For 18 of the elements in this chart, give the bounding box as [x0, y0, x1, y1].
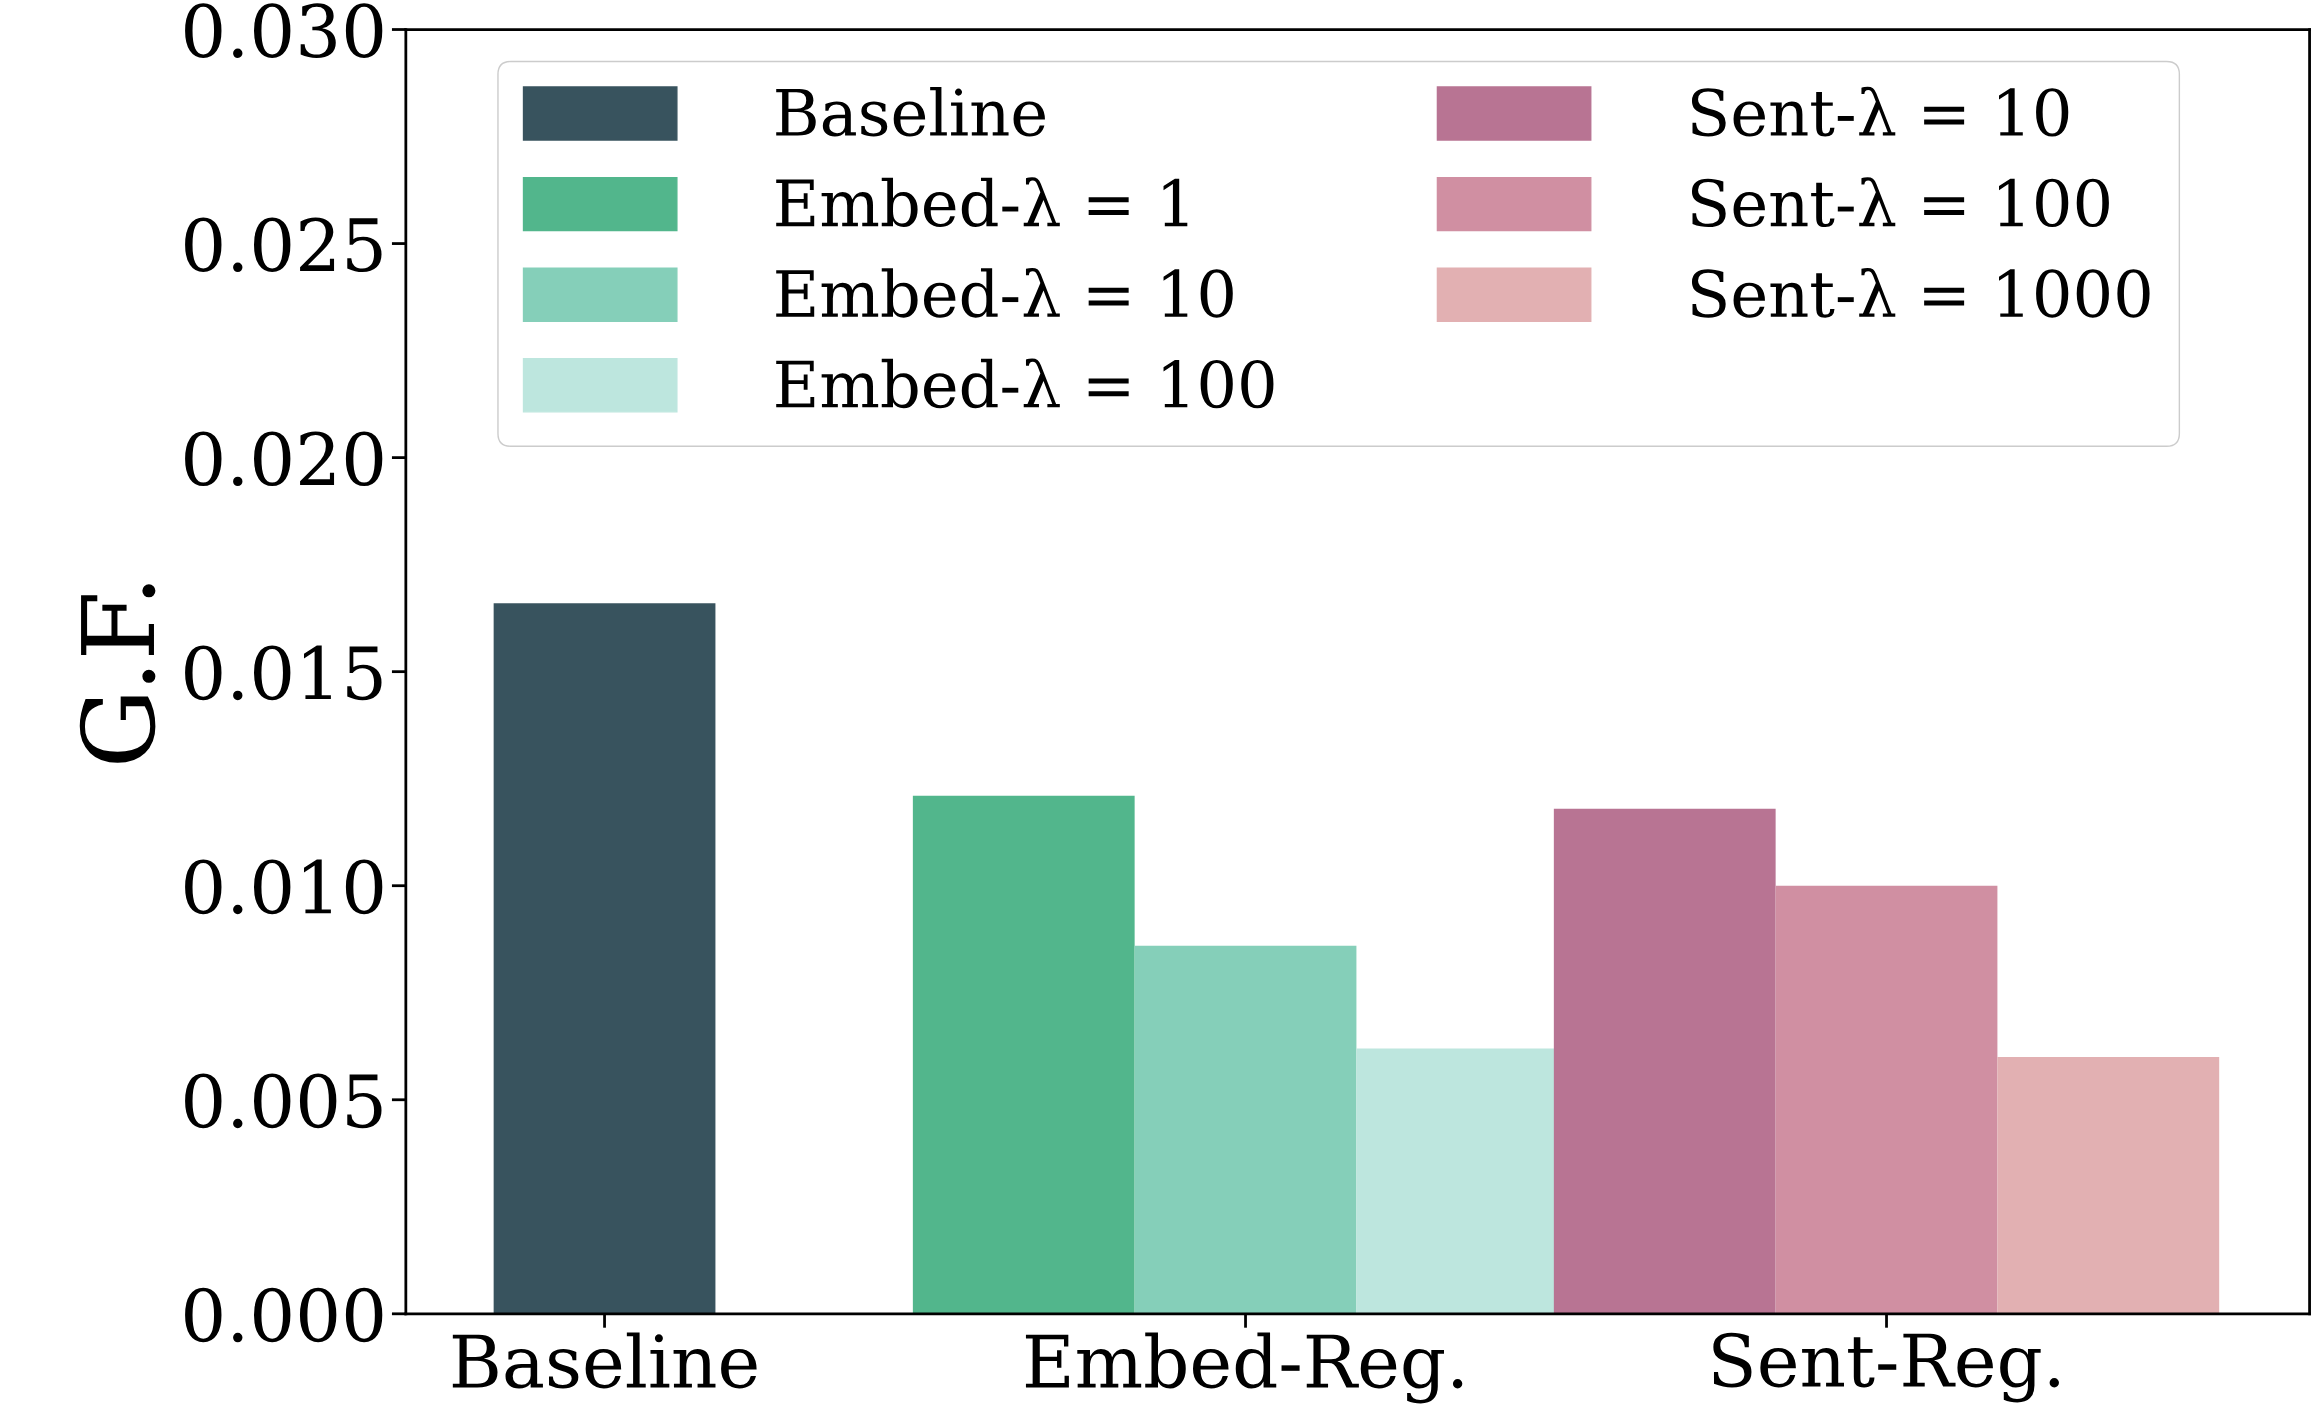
y-tick-label: 0.030 [185, 3, 383, 58]
legend-label: Embed-λ = 1 [776, 177, 1188, 228]
y-tick-label: 0.005 [185, 1073, 382, 1129]
legend-label: Baseline [776, 87, 1045, 137]
legend-label: Embed-λ = 100 [776, 358, 1274, 409]
y-tick-label: 0.010 [185, 859, 383, 915]
x-tick-label: Baseline [452, 1332, 757, 1389]
y-axis-title: G.F. [79, 584, 156, 763]
legend-label: Sent-λ = 10 [1691, 86, 2069, 137]
legend-label: Sent-λ = 100 [1691, 177, 2109, 228]
legend-label: Sent-λ = 1000 [1691, 267, 2150, 318]
x-tick-label: Sent-Reg. [1713, 1332, 2059, 1403]
y-tick-label: 0.025 [185, 217, 382, 273]
y-tick-label: 0.000 [185, 1287, 383, 1343]
y-tick-label: 0.015 [185, 645, 382, 701]
x-tick-label: Embed-Reg. [1025, 1332, 1463, 1404]
legend-label: Embed-λ = 10 [776, 267, 1233, 318]
y-tick-label: 0.020 [185, 431, 383, 487]
